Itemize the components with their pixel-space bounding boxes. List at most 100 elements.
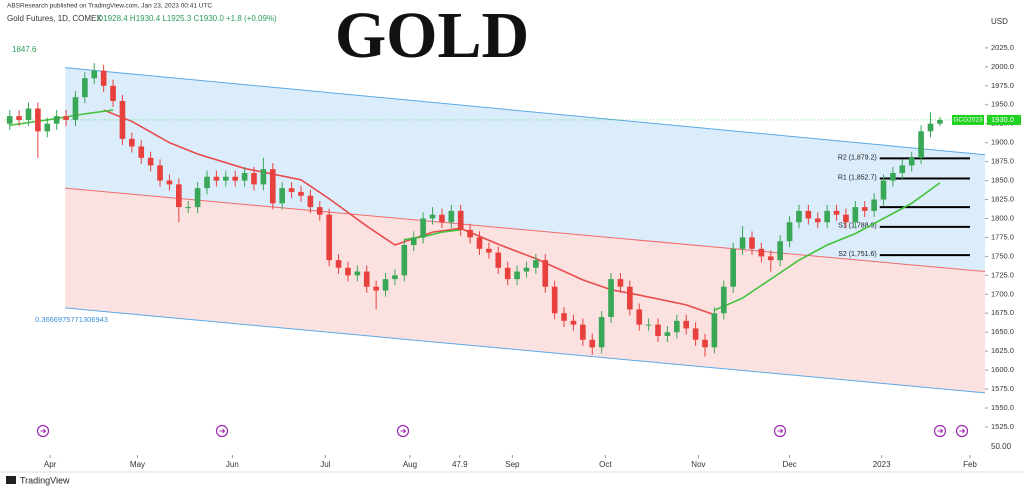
y-tick-label: 1750.0 [991,251,1014,260]
candle-body [35,108,41,132]
y-tick-label: 1650.0 [991,327,1014,336]
candle-body [730,248,737,287]
candle-body [608,279,614,318]
candle-body [429,214,436,219]
y-tick-label: 1625.0 [991,346,1014,355]
ohlc: O1928.4 H1930.4 L1925.3 C1930.0 +1.8 (+0… [97,14,277,23]
candle-body [269,169,276,204]
candle-body [176,184,182,208]
candle-body [6,116,13,124]
candle-body [307,195,314,208]
candle-body [16,116,22,120]
y-tick-label: 2000.0 [991,62,1014,71]
y-tick-label: 1575.0 [991,384,1014,393]
candle-body [580,324,586,340]
candle-body [542,260,549,287]
candle-body [702,339,708,348]
candle-body [843,214,849,223]
candle-body [392,275,398,280]
candle-body [645,324,652,326]
y-tick-label: 1900.0 [991,138,1014,147]
y-tick-label: 2025.0 [991,43,1014,52]
y-tick-label: 1600.0 [991,365,1014,374]
candle-body [110,85,116,101]
pivot-label: R2 (1,879.2) [838,154,877,161]
candle-body [241,172,248,181]
candle-body [185,207,192,209]
candle-body [410,237,417,246]
candle-body [767,256,774,261]
y-tick-label: 1525.0 [991,422,1014,431]
candle-body [63,116,69,120]
candle-body [354,271,361,276]
event-icon-arrow [937,428,944,434]
logo-mark [6,476,16,484]
y-tick-label: 1875.0 [991,157,1014,166]
x-tick-label: Oct [599,460,612,469]
channel-lower-fill [65,188,986,393]
y-tick-label: 1725.0 [991,270,1014,279]
candle-body [683,320,690,329]
symbol-tag [952,114,984,125]
candle-body [448,210,455,223]
publisher: ABSResearch published on TradingView.com… [7,3,212,10]
y-tick-label: 1850.0 [991,176,1014,185]
level-label: 1847.6 [12,45,37,54]
candle-body [852,207,859,223]
candle-body [251,172,257,185]
y-tick-label: 1700.0 [991,289,1014,298]
event-icon-arrow [959,428,966,434]
candle-body [232,176,239,181]
x-tick-label: Nov [691,460,705,469]
candle-body [138,146,145,158]
candle-body [25,108,32,120]
x-tick-label: Jun [226,460,239,469]
y-tick-label: 1825.0 [991,195,1014,204]
candle-body [561,313,567,321]
candle-body [523,267,530,272]
candle-body [636,309,643,325]
candle-body [486,248,492,253]
candle-body [598,317,605,348]
currency: USD [991,17,1008,26]
plot-area: R2 (1,879.2)R1 (1,852.7)PS1 (1,788.9)S2 … [5,63,986,394]
ma-line [714,182,941,311]
candle-body [335,260,342,268]
candle-body [401,245,408,276]
x-tick-label: 47.9 [452,460,468,469]
channel-upper-fill [65,67,986,272]
candle-body [824,210,830,223]
x-tick-label: Sep [505,460,520,469]
candle-body [345,267,351,276]
candle-body [880,180,887,200]
secondary-label: 50.00 [991,442,1012,451]
candle-body [570,320,577,325]
candle-body [720,286,727,314]
candle-body [91,70,98,79]
candle-body [44,123,51,132]
price-tag [987,114,1021,125]
event-icon-arrow [40,428,47,434]
x-tick-label: Dec [782,460,796,469]
chart-title: GOLD [335,0,529,72]
candle-body [326,214,332,261]
symbol: Gold Futures, 1D, COMEX [7,14,102,23]
x-tick-label: Feb [963,460,977,469]
candle-body [711,313,718,348]
y-tick-label: 1950.0 [991,100,1014,109]
candle-body [533,260,539,268]
candle-body [908,157,915,166]
candle-body [363,271,370,287]
y-tick-label: 1675.0 [991,308,1014,317]
candle-body [786,222,793,242]
candle-body [514,271,520,280]
y-tick-label: 1775.0 [991,232,1014,241]
candle-body [82,78,88,98]
candle-body [204,176,210,189]
candle-body [316,207,323,215]
candle-body [833,210,840,215]
candle-body [53,116,60,124]
candle-body [937,119,943,124]
